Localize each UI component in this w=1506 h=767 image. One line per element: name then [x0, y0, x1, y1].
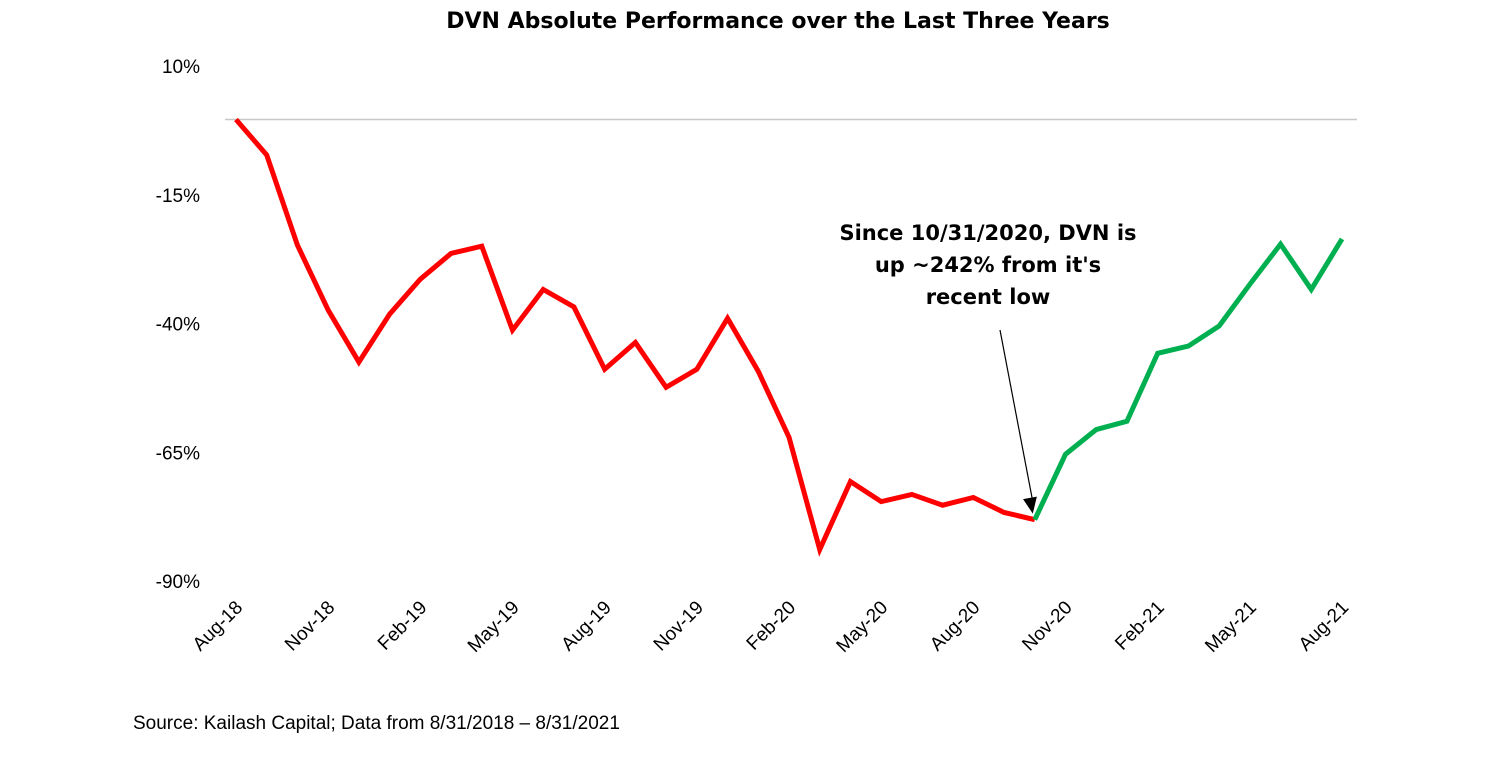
x-tick-label: Feb-19 [374, 597, 431, 654]
x-tick-label: Nov-18 [281, 597, 339, 655]
annotation-text: up ~242% from it's [875, 253, 1101, 277]
x-tick-label: Aug-19 [558, 597, 616, 655]
x-tick-label: Aug-18 [189, 597, 247, 655]
x-tick-label: May-21 [1201, 597, 1261, 657]
data-line [1032, 237, 1345, 521]
x-tick-label: Aug-21 [1295, 597, 1353, 655]
x-tick-label: May-19 [464, 597, 524, 657]
x-tick-label: Feb-20 [743, 597, 800, 654]
chart-title: DVN Absolute Performance over the Last T… [446, 9, 1110, 34]
x-tick-label: Nov-19 [650, 597, 708, 655]
y-tick-label: 10% [162, 57, 200, 78]
annotation-text: recent low [926, 285, 1051, 309]
annotation-arrowhead [1023, 496, 1037, 514]
x-tick-label: May-20 [833, 597, 893, 657]
data-line [234, 117, 1036, 557]
annotation-text: Since 10/31/2020, DVN is [839, 221, 1136, 245]
x-tick-label: Nov-20 [1018, 597, 1076, 655]
source-note: Source: Kailash Capital; Data from 8/31/… [133, 713, 620, 734]
y-tick-label: -15% [156, 186, 200, 207]
y-tick-label: -40% [156, 315, 200, 336]
x-tick-label: Aug-20 [926, 597, 984, 655]
y-tick-label: -65% [156, 443, 200, 464]
x-tick-label: Feb-21 [1111, 597, 1168, 654]
annotation-arrow [999, 329, 1034, 502]
y-tick-label: -90% [156, 572, 200, 593]
